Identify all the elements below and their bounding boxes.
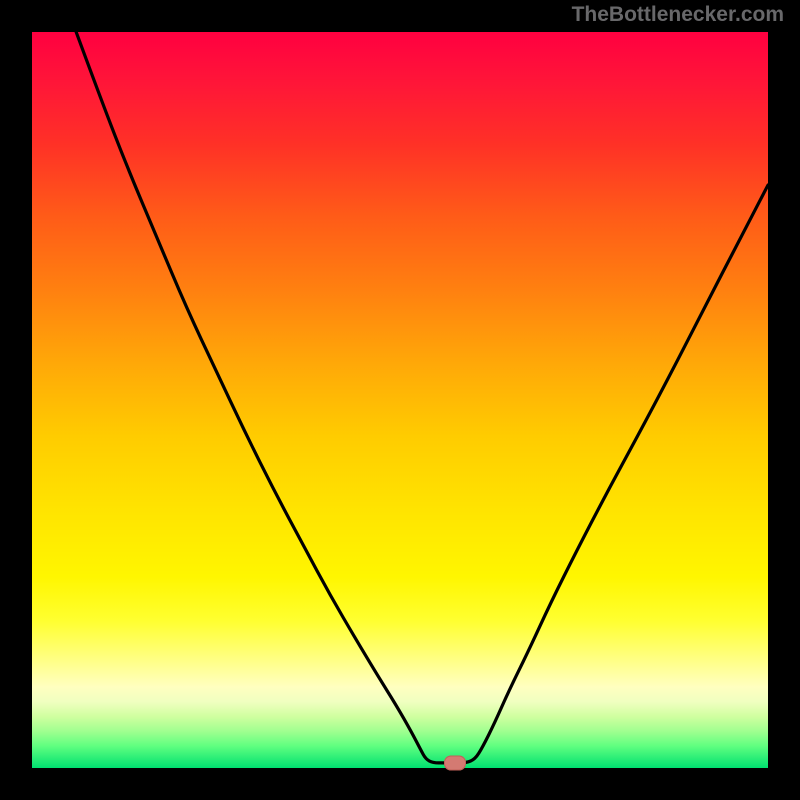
watermark-text: TheBottlenecker.com (572, 3, 784, 27)
optimal-point-marker (444, 755, 466, 770)
plot-area (32, 32, 768, 768)
chart-container: TheBottlenecker.com (0, 0, 800, 800)
bottleneck-curve (32, 32, 768, 768)
